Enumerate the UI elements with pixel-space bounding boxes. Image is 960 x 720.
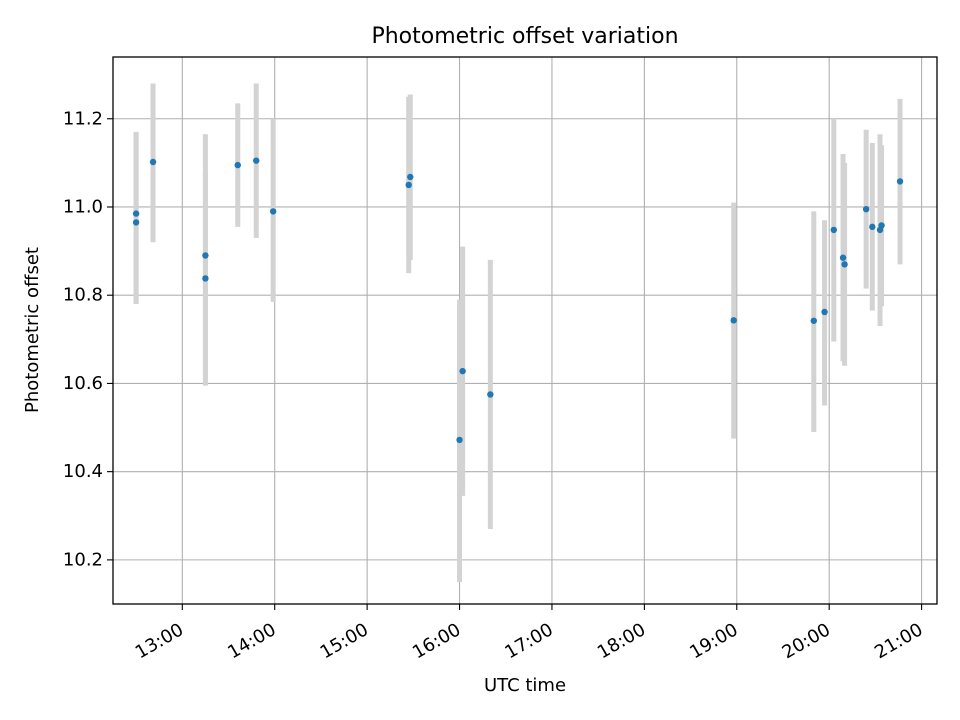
data-points: [132, 157, 904, 444]
data-point: [234, 161, 241, 169]
x-tick-label: 18:00: [594, 619, 649, 663]
x-tick-label: 17:00: [501, 619, 556, 663]
plot-area-frame: [112, 56, 938, 605]
y-tick-label: 10.8: [63, 285, 103, 306]
x-axis-title: UTC time: [484, 675, 566, 696]
data-point: [456, 436, 463, 444]
data-point: [487, 391, 494, 398]
x-tick-label: 19:00: [686, 619, 741, 663]
data-point: [896, 178, 904, 185]
y-tick-label: 10.4: [63, 461, 103, 482]
x-tick-label: 13:00: [132, 619, 187, 663]
data-point: [269, 208, 277, 215]
data-point: [253, 157, 260, 164]
data-point: [821, 308, 828, 316]
data-point: [405, 181, 412, 189]
data-point: [459, 367, 466, 375]
x-axis-ticks: 13:00 14:00 15:00 16:00 17:00 18:00 19:00 20:00…: [132, 604, 926, 663]
x-tick-label: 15:00: [317, 619, 372, 663]
grid: [113, 57, 937, 604]
data-point: [869, 223, 876, 231]
y-axis-ticks: 10.2 10.4 10.6 10.8 11.0 11.2: [63, 108, 113, 570]
chart-title: Photometric offset variation: [371, 24, 678, 49]
y-tick-label: 10.2: [63, 549, 103, 570]
y-tick-label: 10.6: [63, 373, 103, 394]
data-point: [810, 317, 817, 324]
y-axis-title: Photometric offset: [22, 247, 43, 413]
y-tick-label: 11.2: [63, 108, 103, 129]
x-tick-label: 14:00: [224, 619, 279, 663]
error-bars: [133, 83, 903, 582]
data-point: [830, 226, 838, 234]
data-point: [841, 261, 848, 268]
data-point: [202, 252, 209, 259]
data-point: [862, 205, 870, 213]
x-tick-label: 21:00: [871, 619, 926, 663]
y-tick-label: 11.0: [63, 196, 103, 217]
data-point: [730, 317, 737, 324]
data-point: [407, 173, 414, 181]
data-point: [839, 254, 847, 261]
data-point: [132, 210, 140, 217]
data-point: [149, 158, 157, 166]
x-tick-label: 20:00: [779, 619, 834, 663]
x-tick-label: 16:00: [409, 619, 464, 663]
data-point: [202, 275, 209, 282]
data-point: [878, 222, 885, 229]
data-point: [132, 219, 140, 226]
